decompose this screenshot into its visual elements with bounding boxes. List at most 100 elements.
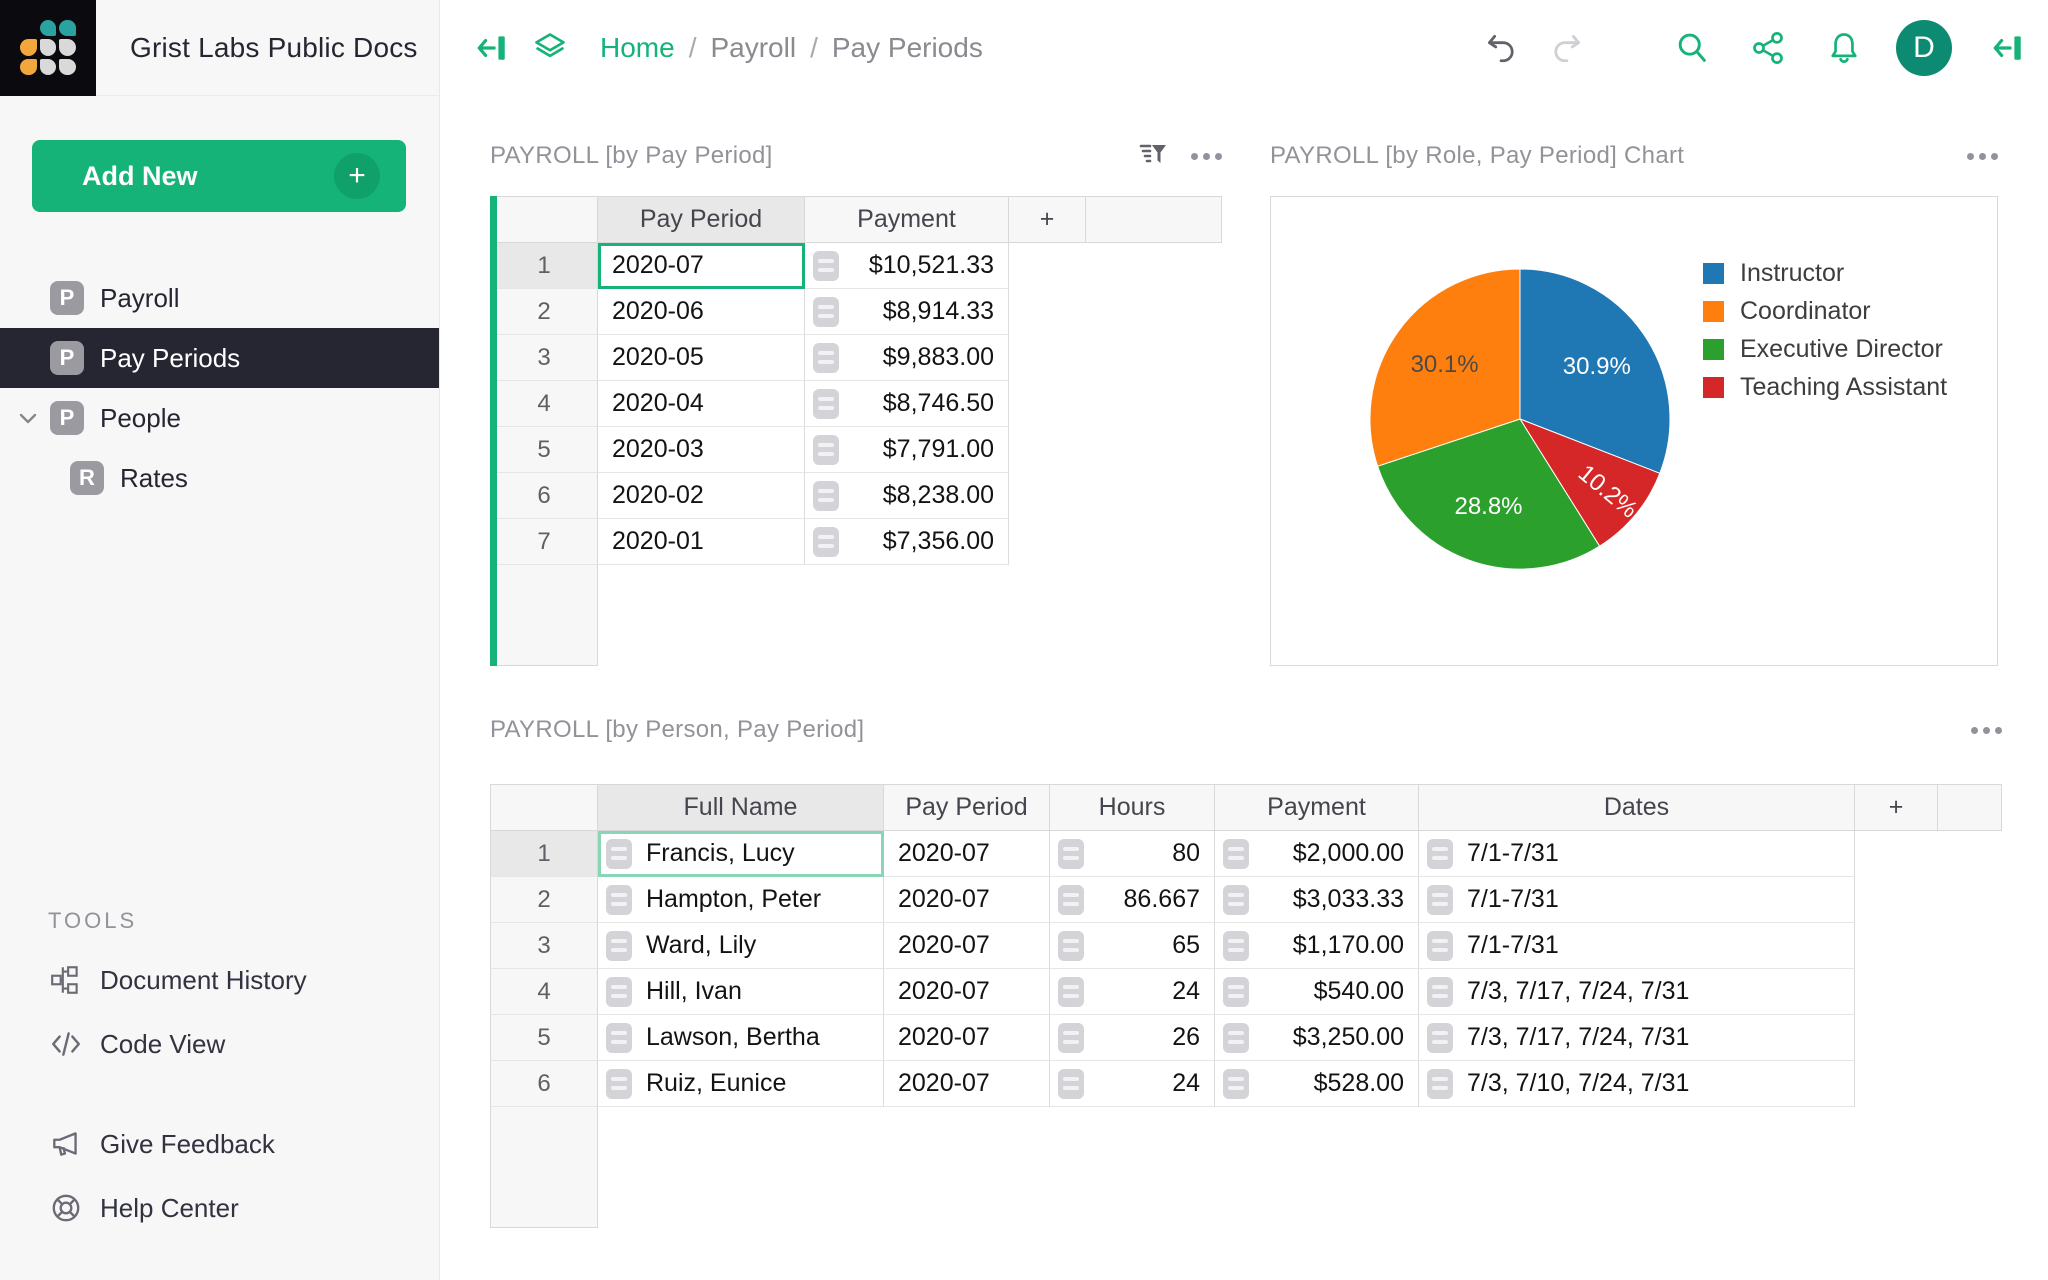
record-card-icon[interactable] <box>1058 977 1084 1007</box>
record-card-icon[interactable] <box>813 527 839 557</box>
dates-cell[interactable]: 7/1-7/31 <box>1419 831 1855 877</box>
search-icon[interactable] <box>1670 26 1714 70</box>
full-name-cell[interactable]: Lawson, Bertha <box>598 1015 884 1061</box>
sidebar-item-give-feedback[interactable]: Give Feedback <box>0 1112 439 1176</box>
hours-cell[interactable]: 80 <box>1050 831 1215 877</box>
record-card-icon[interactable] <box>1427 839 1453 869</box>
payment-cell[interactable]: $2,000.00 <box>1215 831 1419 877</box>
row-number[interactable]: 5 <box>490 1015 598 1061</box>
row-number[interactable]: 4 <box>490 381 598 427</box>
widget-menu-icon[interactable] <box>1191 152 1222 160</box>
dates-cell[interactable]: 7/3, 7/17, 7/24, 7/31 <box>1419 969 1855 1015</box>
pay-period-cell[interactable]: 2020-07 <box>884 877 1050 923</box>
row-number[interactable]: 3 <box>490 923 598 969</box>
sidebar-item-document-history[interactable]: Document History <box>0 948 439 1012</box>
full-name-cell[interactable]: Francis, Lucy <box>598 831 884 877</box>
payment-cell[interactable]: $8,238.00 <box>805 473 1009 519</box>
grist-logo[interactable] <box>0 0 96 96</box>
sort-filter-icon[interactable] <box>1137 138 1169 175</box>
row-number[interactable]: 1 <box>490 243 598 289</box>
payment-cell[interactable]: $1,170.00 <box>1215 923 1419 969</box>
add-row-area[interactable] <box>490 1107 2002 1228</box>
record-card-icon[interactable] <box>606 839 632 869</box>
pay-period-cell[interactable]: 2020-07 <box>884 1015 1050 1061</box>
dates-cell[interactable]: 7/1-7/31 <box>1419 923 1855 969</box>
sidebar-item-help-center[interactable]: Help Center <box>0 1176 439 1240</box>
pay-period-cell[interactable]: 2020-06 <box>598 289 805 335</box>
record-card-icon[interactable] <box>1223 931 1249 961</box>
record-card-icon[interactable] <box>1058 885 1084 915</box>
breadcrumb-pay-periods[interactable]: Pay Periods <box>831 32 983 63</box>
pay-period-cell[interactable]: 2020-01 <box>598 519 805 565</box>
row-number[interactable]: 7 <box>490 519 598 565</box>
pay-period-cell[interactable]: 2020-07 <box>884 923 1050 969</box>
record-card-icon[interactable] <box>1223 1069 1249 1099</box>
column-header-payment[interactable]: Payment <box>1215 784 1419 831</box>
legend-item[interactable]: Executive Director <box>1703 335 1947 363</box>
pay-period-cell[interactable]: 2020-02 <box>598 473 805 519</box>
share-icon[interactable] <box>1746 26 1790 70</box>
sidebar-item-people[interactable]: P People <box>0 388 439 448</box>
pay-period-cell[interactable]: 2020-03 <box>598 427 805 473</box>
legend-item[interactable]: Coordinator <box>1703 297 1947 325</box>
column-header-pay-period[interactable]: Pay Period <box>884 784 1050 831</box>
sidebar-item-rates[interactable]: R Rates <box>0 448 439 508</box>
record-card-icon[interactable] <box>1058 931 1084 961</box>
undo-icon[interactable] <box>1478 26 1522 70</box>
record-card-icon[interactable] <box>606 1069 632 1099</box>
add-row-area[interactable] <box>490 565 1222 666</box>
row-number[interactable]: 6 <box>490 473 598 519</box>
pages-layers-icon[interactable] <box>528 26 572 70</box>
notifications-bell-icon[interactable] <box>1822 26 1866 70</box>
record-card-icon[interactable] <box>606 885 632 915</box>
user-avatar[interactable]: D <box>1896 20 1952 76</box>
record-card-icon[interactable] <box>1427 931 1453 961</box>
pay-period-cell[interactable]: 2020-04 <box>598 381 805 427</box>
row-number[interactable]: 2 <box>490 289 598 335</box>
row-number-header[interactable] <box>490 196 598 243</box>
payment-cell[interactable]: $528.00 <box>1215 1061 1419 1107</box>
document-title[interactable]: Grist Labs Public Docs <box>130 31 418 63</box>
record-card-icon[interactable] <box>1223 1023 1249 1053</box>
payment-cell[interactable]: $9,883.00 <box>805 335 1009 381</box>
record-card-icon[interactable] <box>1223 885 1249 915</box>
payment-cell[interactable]: $8,914.33 <box>805 289 1009 335</box>
row-number-header[interactable] <box>490 784 598 831</box>
add-column-button[interactable]: + <box>1009 196 1086 243</box>
payment-cell[interactable]: $10,521.33 <box>805 243 1009 289</box>
column-header-dates[interactable]: Dates <box>1419 784 1855 831</box>
record-card-icon[interactable] <box>813 389 839 419</box>
breadcrumb-payroll[interactable]: Payroll <box>710 32 797 63</box>
record-card-icon[interactable] <box>813 343 839 373</box>
payment-cell[interactable]: $7,791.00 <box>805 427 1009 473</box>
payment-cell[interactable]: $8,746.50 <box>805 381 1009 427</box>
sidebar-item-payroll[interactable]: P Payroll <box>0 268 439 328</box>
sidebar-item-code-view[interactable]: Code View <box>0 1012 439 1076</box>
pay-period-cell[interactable]: 2020-07 <box>884 1061 1050 1107</box>
column-header-full-name[interactable]: Full Name <box>598 784 884 831</box>
full-name-cell[interactable]: Ward, Lily <box>598 923 884 969</box>
record-card-icon[interactable] <box>1058 839 1084 869</box>
column-header-hours[interactable]: Hours <box>1050 784 1215 831</box>
record-card-icon[interactable] <box>813 435 839 465</box>
record-card-icon[interactable] <box>1427 1069 1453 1099</box>
legend-item[interactable]: Instructor <box>1703 259 1947 287</box>
widget-menu-icon[interactable] <box>1971 726 2002 734</box>
row-number[interactable]: 1 <box>490 831 598 877</box>
pay-period-cell[interactable]: 2020-05 <box>598 335 805 381</box>
dates-cell[interactable]: 7/3, 7/10, 7/24, 7/31 <box>1419 1061 1855 1107</box>
payment-cell[interactable]: $7,356.00 <box>805 519 1009 565</box>
redo-icon[interactable] <box>1546 26 1590 70</box>
row-number[interactable]: 6 <box>490 1061 598 1107</box>
payment-cell[interactable]: $540.00 <box>1215 969 1419 1015</box>
record-card-icon[interactable] <box>1058 1069 1084 1099</box>
record-card-icon[interactable] <box>1223 977 1249 1007</box>
hours-cell[interactable]: 24 <box>1050 969 1215 1015</box>
payment-cell[interactable]: $3,250.00 <box>1215 1015 1419 1061</box>
hours-cell[interactable]: 24 <box>1050 1061 1215 1107</box>
legend-item[interactable]: Teaching Assistant <box>1703 373 1947 401</box>
pay-period-cell[interactable]: 2020-07 <box>884 831 1050 877</box>
collapse-left-panel-icon[interactable] <box>470 26 514 70</box>
add-new-button[interactable]: Add New + <box>32 140 406 212</box>
record-card-icon[interactable] <box>606 931 632 961</box>
